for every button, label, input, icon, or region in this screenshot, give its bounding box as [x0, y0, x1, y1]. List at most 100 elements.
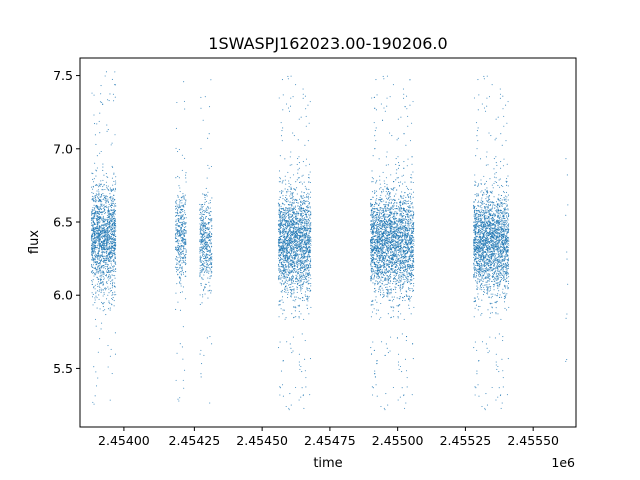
data-point [99, 289, 101, 291]
data-point [205, 207, 207, 209]
data-point [280, 135, 283, 137]
data-point [99, 235, 101, 237]
data-point [289, 234, 291, 237]
data-point [98, 193, 100, 195]
data-point [279, 177, 281, 179]
data-point [279, 256, 281, 258]
data-point [295, 231, 297, 233]
data-point [295, 243, 298, 245]
data-point [94, 200, 96, 202]
data-point [184, 214, 187, 216]
data-point [105, 71, 108, 73]
data-point [177, 269, 179, 271]
data-point [298, 269, 300, 271]
data-point [115, 261, 117, 263]
data-point [113, 238, 115, 240]
data-point [303, 219, 305, 221]
data-point [287, 200, 289, 202]
data-point [302, 97, 304, 99]
data-point [302, 395, 304, 397]
data-point [107, 217, 109, 219]
data-point [305, 225, 308, 227]
data-point [200, 256, 202, 258]
data-point [298, 208, 300, 210]
data-point [281, 191, 283, 193]
data-point [99, 225, 101, 228]
data-point [175, 246, 177, 248]
data-point [303, 229, 305, 231]
data-point [291, 215, 294, 217]
data-point [95, 272, 97, 274]
data-point [101, 230, 103, 232]
data-point [181, 262, 183, 264]
data-point [303, 243, 305, 245]
data-point [298, 267, 300, 270]
data-point [309, 247, 312, 249]
data-point [298, 353, 300, 355]
data-point [206, 337, 208, 339]
data-point [289, 255, 291, 258]
data-point [110, 226, 112, 229]
data-point [302, 285, 304, 287]
data-point [110, 230, 112, 232]
data-point [209, 251, 211, 253]
data-point [278, 239, 280, 242]
data-point [306, 196, 308, 199]
data-point [107, 253, 109, 255]
data-point [294, 237, 296, 239]
data-point [293, 317, 295, 319]
data-point [291, 208, 294, 210]
data-point [199, 212, 202, 214]
data-point [300, 285, 302, 287]
data-point [287, 293, 289, 295]
data-point [308, 122, 310, 124]
data-point [289, 253, 291, 255]
data-point [281, 219, 283, 221]
data-point [292, 282, 294, 284]
data-point [103, 260, 105, 262]
data-point [208, 246, 210, 248]
data-point [284, 211, 286, 214]
data-point [209, 239, 211, 242]
data-point [184, 243, 187, 245]
data-point [305, 246, 307, 248]
data-point [299, 223, 301, 225]
data-point [181, 204, 183, 206]
data-point [298, 229, 300, 231]
data-point [111, 250, 113, 252]
data-point [95, 193, 97, 195]
data-point [299, 257, 301, 259]
data-point [306, 276, 308, 278]
data-point [307, 281, 309, 283]
data-point [284, 287, 286, 289]
data-point [278, 198, 280, 201]
data-point [287, 214, 289, 216]
data-point [211, 218, 213, 220]
data-point [209, 242, 211, 244]
data-point [178, 400, 180, 402]
data-point [309, 171, 311, 173]
data-point [295, 245, 298, 247]
data-point [104, 233, 107, 235]
data-point [208, 218, 210, 220]
data-point [185, 199, 187, 201]
data-point [281, 217, 283, 219]
data-point [297, 223, 299, 225]
data-point [211, 259, 213, 261]
data-point [101, 189, 103, 191]
data-point [307, 234, 309, 236]
data-point [205, 261, 207, 263]
data-point [114, 231, 116, 233]
data-point [289, 227, 291, 229]
data-point [110, 271, 112, 273]
data-point [112, 166, 114, 168]
data-point [304, 340, 306, 342]
data-point [300, 365, 302, 368]
data-point [100, 233, 102, 235]
data-point [91, 211, 93, 214]
data-point [306, 194, 308, 196]
data-point [99, 250, 101, 252]
data-point [295, 181, 297, 183]
data-point [288, 182, 290, 184]
data-point [279, 394, 281, 396]
